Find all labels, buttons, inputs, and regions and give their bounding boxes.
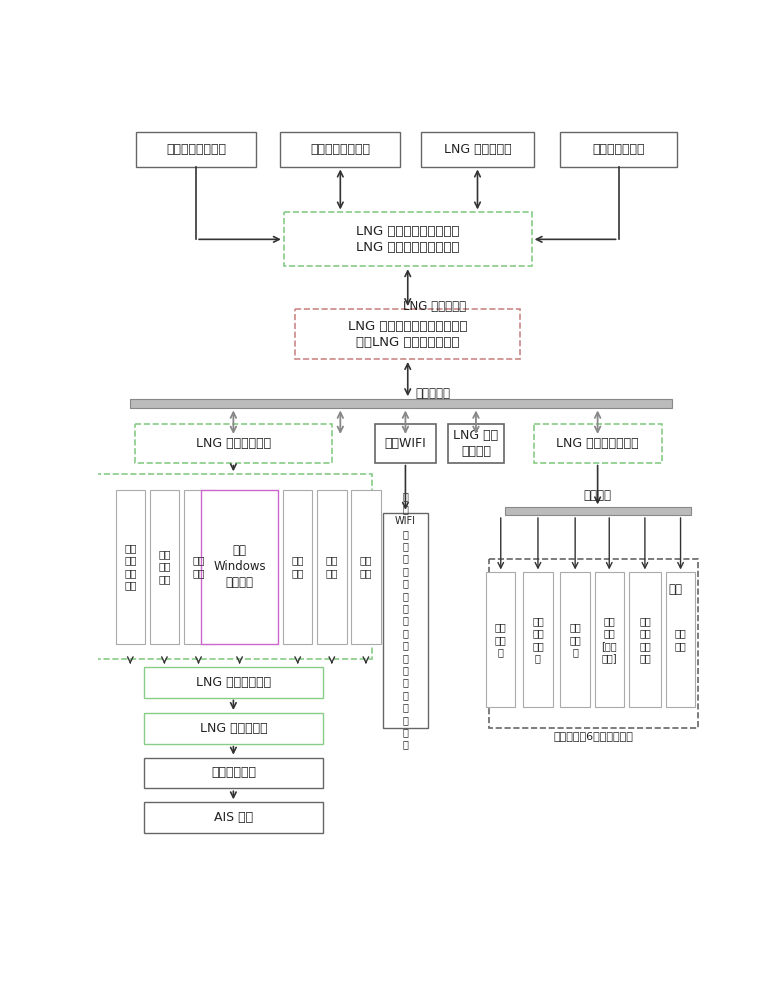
Bar: [283, 490, 313, 644]
Text: 海事局计算机系统: 海事局计算机系统: [310, 143, 371, 156]
Text: LNG 港电子海图: LNG 港电子海图: [199, 722, 267, 735]
Text: LNG 船舶进出港监管系统集成
前端LNG 码头现场计算机: LNG 船舶进出港监管系统集成 前端LNG 码头现场计算机: [348, 320, 468, 349]
Text: 港口
管理: 港口 管理: [192, 555, 205, 578]
Bar: [561, 132, 676, 167]
Bar: [144, 667, 322, 698]
Text: LNG 船舶监管平台: LNG 船舶监管平台: [196, 676, 271, 689]
Text: 高强
探照
灯: 高强 探照 灯: [495, 622, 507, 657]
Bar: [504, 507, 691, 515]
Bar: [184, 490, 213, 644]
Text: LNG 码头局域网: LNG 码头局域网: [404, 300, 466, 313]
Bar: [375, 424, 436, 463]
Bar: [144, 802, 322, 833]
Bar: [201, 490, 278, 644]
Text: LNG 港海域监管系统: LNG 港海域监管系统: [556, 437, 639, 450]
Text: 网络交换机: 网络交换机: [416, 387, 451, 400]
Text: 基于
Windows
管理功能: 基于 Windows 管理功能: [213, 544, 266, 589]
Bar: [629, 572, 661, 707]
Bar: [561, 572, 590, 707]
Bar: [523, 572, 553, 707]
Bar: [594, 572, 624, 707]
Text: 港务局计算机系统: 港务局计算机系统: [167, 143, 226, 156]
Text: 通讯
功能: 通讯 功能: [325, 555, 338, 578]
Bar: [280, 132, 400, 167]
Text: 高音
喇叭: 高音 喇叭: [675, 629, 687, 651]
Text: 监管
船舶
功能: 监管 船舶 功能: [158, 549, 170, 584]
Bar: [448, 424, 504, 463]
Text: LNG 码头办公室: LNG 码头办公室: [443, 143, 511, 156]
Text: 其他单位或场所: 其他单位或场所: [592, 143, 645, 156]
Bar: [317, 490, 346, 644]
Text: 定向
声强
驱散
系统: 定向 声强 驱散 系统: [639, 616, 651, 663]
Text: LNG 船舶监管系统: LNG 船舶监管系统: [196, 437, 271, 450]
Text: 根
据
WIFI
覆
盖
范
围
及
点
数
，
采
用
无
线
网
桥
进
行
扩
展: 根 据 WIFI 覆 盖 范 围 及 点 数 ， 采 用 无 线 网 桥 进 行…: [395, 491, 416, 750]
Bar: [486, 572, 515, 707]
Bar: [284, 212, 532, 266]
Text: 同轴电缆: 同轴电缆: [583, 489, 612, 502]
Bar: [533, 424, 662, 463]
Text: 热成
像系
统: 热成 像系 统: [569, 622, 581, 657]
Bar: [489, 559, 698, 728]
Text: 数据库服务器: 数据库服务器: [211, 766, 256, 779]
Text: LNG 船舶进出港监管平台
LNG 码头监控中心计算机: LNG 船舶进出港监管平台 LNG 码头监控中心计算机: [356, 225, 460, 254]
Bar: [149, 490, 179, 644]
Bar: [136, 132, 256, 167]
Text: AIS 系统: AIS 系统: [213, 811, 253, 824]
Text: 同步
筒形
摄像
机: 同步 筒形 摄像 机: [532, 616, 543, 663]
Text: 区域
入侵
[电子
围栏]: 区域 入侵 [电子 围栏]: [601, 616, 617, 663]
Bar: [130, 399, 672, 408]
Bar: [351, 490, 381, 644]
Text: 安装在至少6米高的塔架上: 安装在至少6米高的塔架上: [554, 731, 633, 741]
Text: LNG 船舶
卸货监控: LNG 船舶 卸货监控: [454, 429, 498, 458]
Bar: [383, 513, 428, 728]
Text: 光纤: 光纤: [668, 583, 682, 596]
Bar: [296, 309, 520, 359]
Bar: [135, 424, 332, 463]
Bar: [421, 132, 533, 167]
Text: 电子
海图
监管
功能: 电子 海图 监管 功能: [124, 543, 137, 590]
Bar: [665, 572, 695, 707]
Text: 监控
功能: 监控 功能: [292, 555, 304, 578]
Text: 统计
功能: 统计 功能: [360, 555, 372, 578]
Bar: [116, 490, 145, 644]
Text: 无线WIFI: 无线WIFI: [385, 437, 426, 450]
Bar: [144, 713, 322, 744]
Bar: [144, 758, 322, 788]
Bar: [95, 474, 372, 659]
